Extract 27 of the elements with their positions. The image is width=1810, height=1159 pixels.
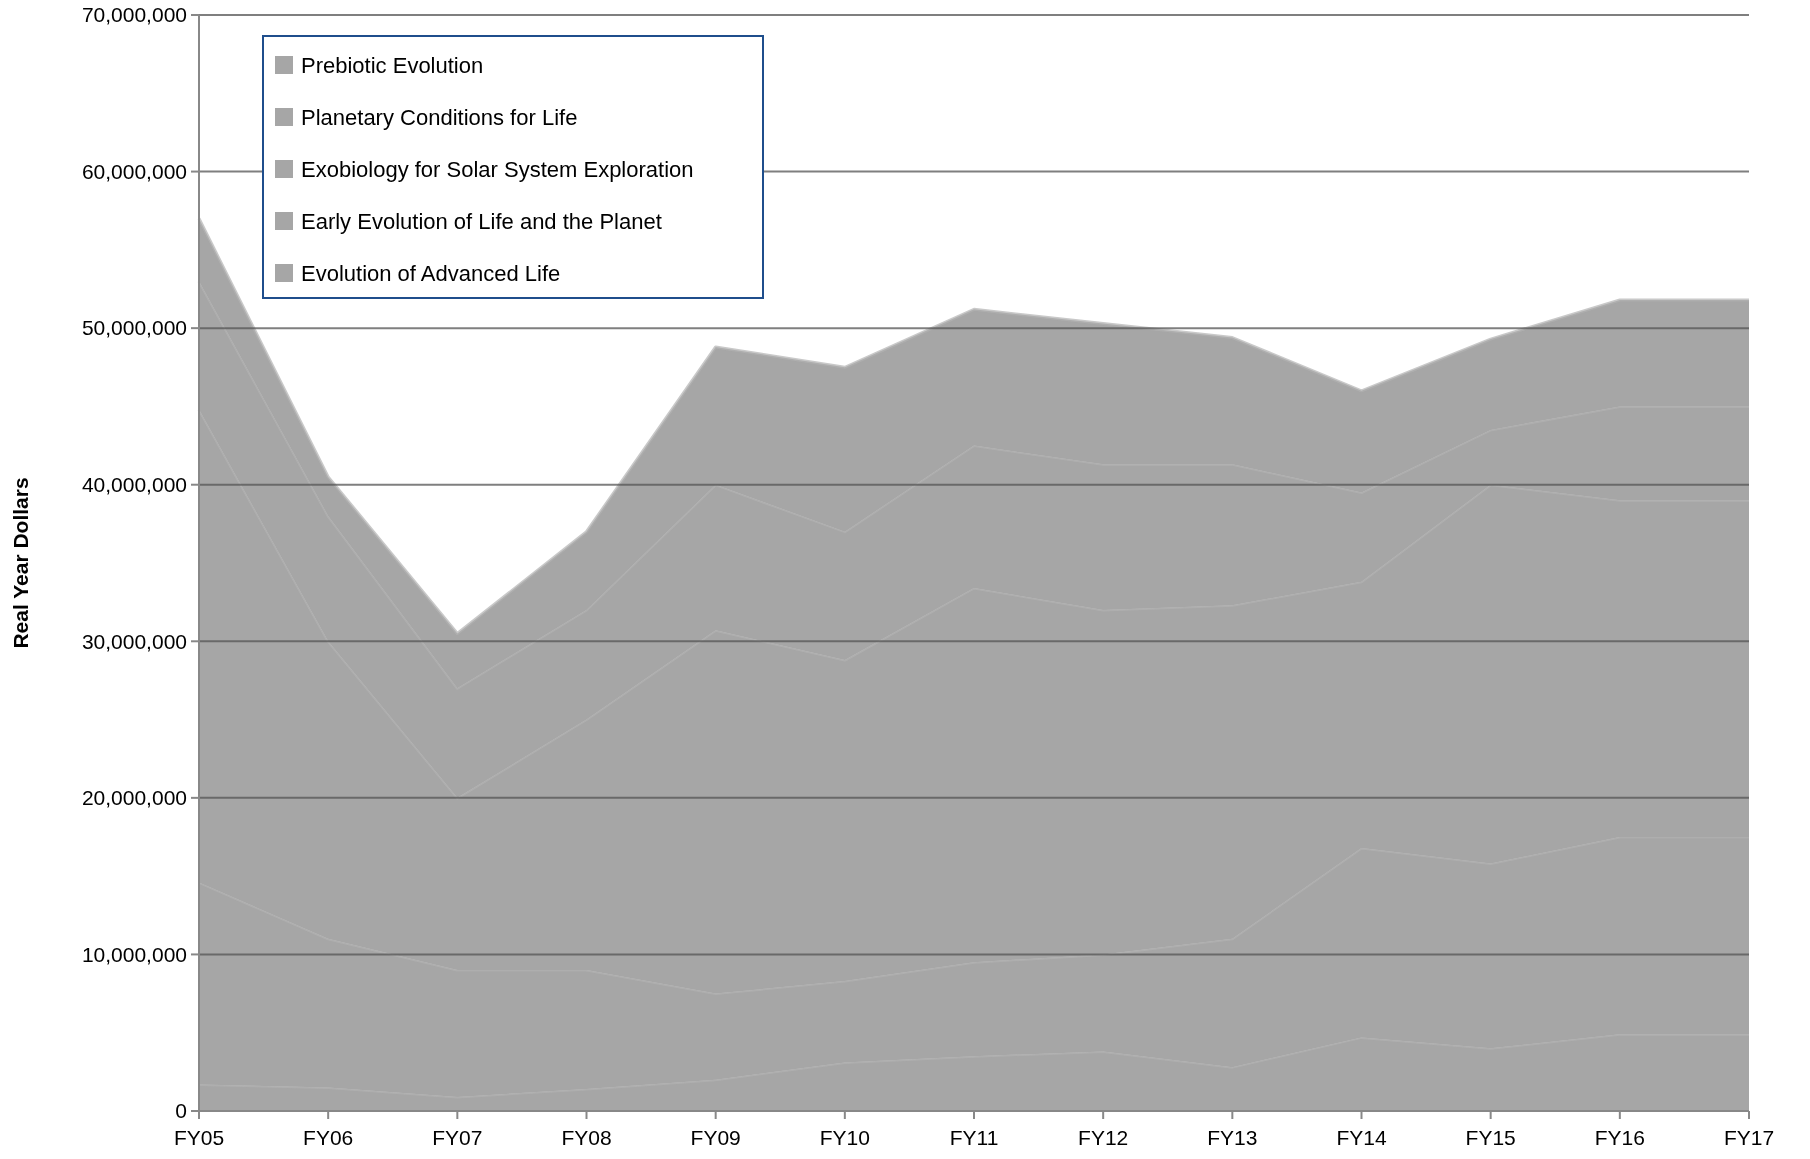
- y-tick-label: 0: [175, 1099, 187, 1123]
- legend-label: Prebiotic Evolution: [301, 52, 484, 78]
- x-tick-label: FY14: [1336, 1126, 1387, 1149]
- y-tick-label: 10,000,000: [81, 942, 187, 966]
- y-tick-label: 30,000,000: [81, 629, 187, 653]
- legend-label: Planetary Conditions for Life: [301, 104, 578, 130]
- x-tick-label: FY15: [1465, 1126, 1516, 1149]
- y-tick-label: 40,000,000: [81, 473, 187, 497]
- x-tick-label: FY12: [1078, 1126, 1129, 1149]
- x-tick-label: FY17: [1723, 1126, 1775, 1149]
- legend-label: Early Evolution of Life and the Planet: [301, 208, 662, 234]
- y-axis-title: Real Year Dollars: [9, 477, 32, 649]
- y-tick-label: 50,000,000: [81, 316, 187, 340]
- legend-label: Evolution of Advanced Life: [301, 260, 561, 286]
- y-tick-label: 60,000,000: [81, 159, 187, 183]
- x-tick-label: FY08: [561, 1126, 612, 1149]
- x-tick-label: FY09: [690, 1126, 741, 1149]
- x-tick-label: FY11: [949, 1126, 999, 1149]
- x-tick-label: FY07: [432, 1126, 483, 1149]
- legend-label: Exobiology for Solar System Exploration: [301, 156, 694, 182]
- x-tick-label: FY13: [1207, 1126, 1258, 1149]
- x-tick-label: FY05: [173, 1126, 225, 1149]
- y-tick-label: 20,000,000: [81, 786, 187, 810]
- x-tick-label: FY10: [819, 1126, 870, 1149]
- x-tick-label: FY16: [1594, 1126, 1645, 1149]
- y-tick-label: 70,000,000: [81, 3, 187, 27]
- x-tick-label: FY06: [303, 1126, 354, 1149]
